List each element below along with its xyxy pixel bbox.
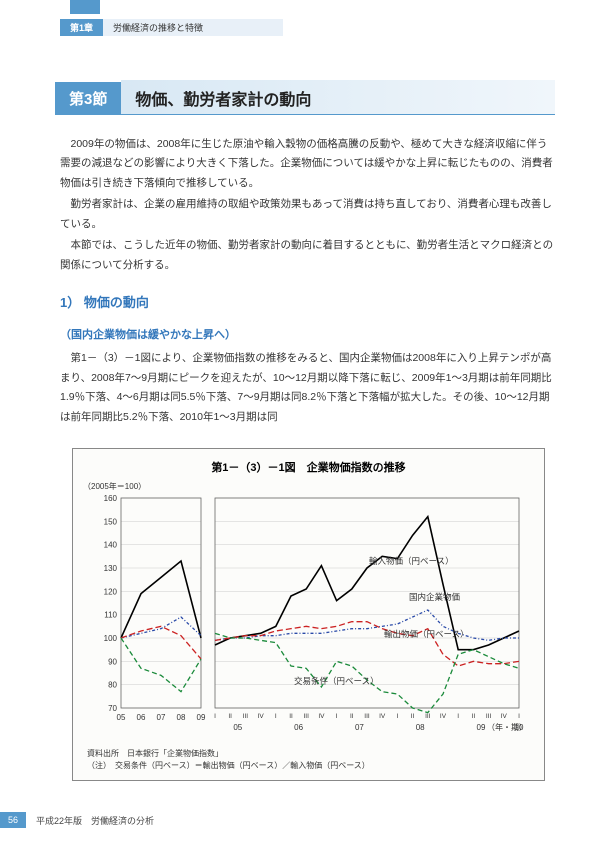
svg-text:（年・期）: （年・期）	[487, 722, 527, 732]
svg-text:09: 09	[476, 723, 485, 732]
svg-text:70: 70	[108, 704, 117, 713]
svg-text:IV: IV	[500, 713, 507, 720]
svg-text:IV: IV	[318, 713, 325, 720]
subsection-heading: 1） 物価の動向	[60, 291, 555, 315]
svg-text:07: 07	[354, 723, 363, 732]
subsection-num: 1）	[60, 295, 80, 310]
svg-text:I: I	[274, 713, 276, 720]
svg-text:90: 90	[108, 657, 117, 666]
svg-text:07: 07	[156, 713, 165, 722]
svg-text:II: II	[410, 713, 414, 720]
top-accent	[70, 0, 100, 14]
section-title-wrap: 物価、勤労者家計の動向	[121, 80, 555, 115]
svg-text:IV: IV	[439, 713, 446, 720]
svg-text:IV: IV	[379, 713, 386, 720]
subsection-label: 物価の動向	[84, 295, 149, 310]
svg-text:09: 09	[196, 713, 205, 722]
chart-notes: 資料出所 日本銀行「企業物価指数」 （注） 交易条件（円ベース）＝輸出物価（円ベ…	[87, 748, 534, 772]
chart-note: （注） 交易条件（円ベース）＝輸出物価（円ベース）／輸入物価（円ベース）	[87, 760, 534, 772]
svg-text:06: 06	[294, 723, 303, 732]
svg-text:150: 150	[103, 517, 117, 526]
svg-text:100: 100	[103, 634, 117, 643]
svg-text:05: 05	[116, 713, 125, 722]
svg-text:140: 140	[103, 541, 117, 550]
subhead: （国内企業物価は緩やかな上昇へ）	[60, 325, 555, 345]
footer: 56 平成22年版 労働経済の分析	[0, 812, 154, 828]
svg-text:160: 160	[103, 494, 117, 503]
svg-text:III: III	[242, 713, 248, 720]
svg-text:輸出物価（円ベース）: 輸出物価（円ベース）	[384, 629, 469, 639]
svg-text:08: 08	[415, 723, 424, 732]
svg-text:IV: IV	[257, 713, 264, 720]
svg-text:III: III	[425, 713, 431, 720]
chart-source: 資料出所 日本銀行「企業物価指数」	[87, 748, 534, 760]
paragraph: 2009年の物価は、2008年に生じた原油や輸入穀物の価格高騰の反動や、極めて大…	[60, 135, 555, 193]
chapter-title: 労働経済の推移と特徴	[103, 19, 283, 36]
svg-text:130: 130	[103, 564, 117, 573]
svg-text:II: II	[228, 713, 232, 720]
svg-text:08: 08	[176, 713, 185, 722]
chapter-bar: 第1章 労働経済の推移と特徴	[60, 18, 283, 36]
svg-text:III: III	[485, 713, 491, 720]
page-number: 56	[0, 812, 26, 828]
footer-text: 平成22年版 労働経済の分析	[36, 814, 154, 827]
chapter-tab: 第1章	[60, 19, 103, 36]
body-text: 2009年の物価は、2008年に生じた原油や輸入穀物の価格高騰の反動や、極めて大…	[60, 135, 555, 429]
svg-text:国内企業物価: 国内企業物価	[409, 592, 461, 602]
section-header: 第3節 物価、勤労者家計の動向	[55, 80, 555, 115]
svg-text:06: 06	[136, 713, 145, 722]
chart-ylabel: （2005年＝100）	[83, 481, 534, 492]
chart-title: 第1－（3）－1図 企業物価指数の推移	[83, 459, 534, 475]
svg-text:II: II	[289, 713, 293, 720]
svg-text:III: III	[364, 713, 370, 720]
svg-text:II: II	[471, 713, 475, 720]
svg-text:80: 80	[108, 681, 117, 690]
section-title: 物価、勤労者家計の動向	[135, 86, 555, 110]
chart-container: 第1－（3）－1図 企業物価指数の推移 （2005年＝100） 70 80 90 10…	[72, 448, 545, 781]
paragraph: 本節では、こうした近年の物価、勤労者家計の動向に着目するとともに、勤労者生活とマ…	[60, 236, 555, 275]
svg-text:II: II	[349, 713, 353, 720]
svg-text:III: III	[303, 713, 309, 720]
svg-text:輸入物価（円ベース）: 輸入物価（円ベース）	[369, 556, 454, 566]
svg-text:I: I	[396, 713, 398, 720]
section-tab: 第3節	[55, 82, 121, 115]
paragraph: 第1－（3）－1図により、企業物価指数の推移をみると、国内企業物価は2008年に…	[60, 349, 555, 427]
svg-text:120: 120	[103, 587, 117, 596]
svg-text:05: 05	[233, 723, 242, 732]
svg-text:110: 110	[104, 611, 117, 620]
svg-text:I: I	[457, 713, 459, 720]
svg-text:交易条件（円ベース）: 交易条件（円ベース）	[294, 676, 379, 686]
svg-text:I: I	[335, 713, 337, 720]
chart-svg: 7080901001101201301401501600506070809III…	[89, 492, 529, 742]
svg-text:I: I	[214, 713, 216, 720]
paragraph: 勤労者家計は、企業の雇用維持の取組や政策効果もあって消費は持ち直しており、消費者…	[60, 195, 555, 234]
svg-text:I: I	[518, 713, 520, 720]
